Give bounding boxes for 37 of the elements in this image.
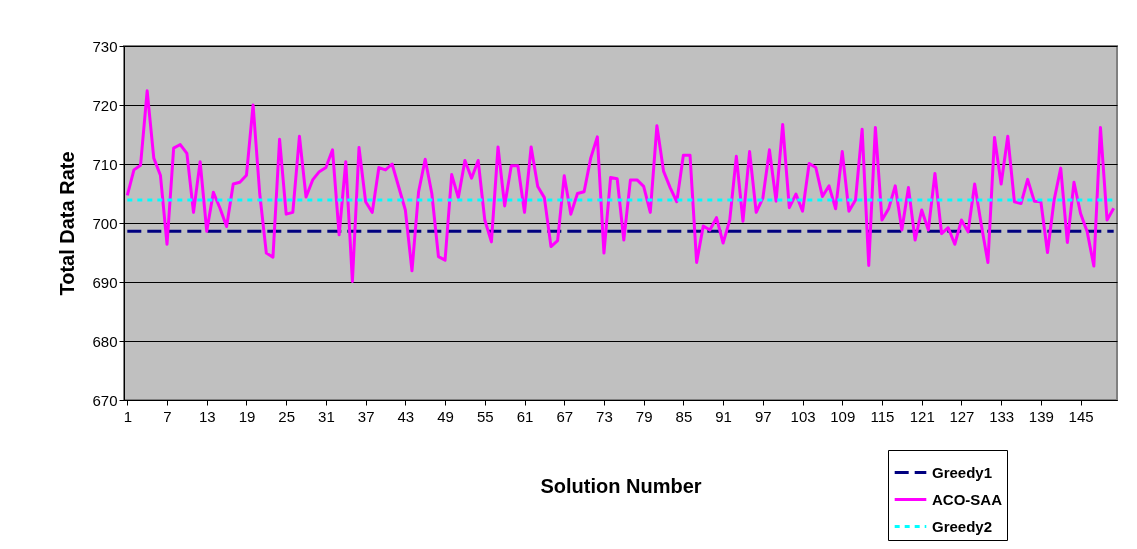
x-tick-label: 115: [870, 407, 895, 425]
y-tick-label: 690: [92, 273, 118, 291]
x-tick-label: 19: [238, 407, 256, 425]
y-tick-label: 670: [92, 391, 118, 409]
legend-label: Greedy2: [932, 517, 993, 535]
x-tick-label: 61: [516, 407, 534, 425]
y-tick-label: 680: [92, 332, 118, 350]
x-tick-label: 91: [715, 407, 732, 425]
x-tick-label: 133: [989, 407, 1015, 425]
x-tick-label: 145: [1068, 407, 1094, 425]
x-tick-label: 97: [754, 407, 772, 425]
legend-label: Greedy1: [932, 463, 993, 481]
x-tick-label: 139: [1028, 407, 1054, 425]
y-tick-label: 730: [92, 37, 118, 55]
x-tick-label: 43: [397, 407, 415, 425]
x-tick-label: 7: [163, 407, 172, 425]
x-tick-label: 79: [635, 407, 653, 425]
x-tick-label: 25: [278, 407, 296, 425]
x-tick-label: 1: [123, 407, 132, 425]
y-tick-label: 700: [92, 214, 118, 232]
x-tick-label: 73: [596, 407, 613, 425]
x-tick-label: 37: [357, 407, 375, 425]
x-tick-label: 13: [198, 407, 216, 425]
x-tick-label: 85: [675, 407, 693, 425]
x-tick-label: 103: [790, 407, 816, 425]
y-tick-label: 710: [92, 155, 118, 173]
x-tick-label: 49: [437, 407, 454, 425]
x-tick-label: 55: [476, 407, 494, 425]
x-tick-label: 31: [318, 407, 335, 425]
x-tick-label: 67: [556, 407, 574, 425]
x-tick-label: 127: [949, 407, 975, 425]
y-axis-title: Total Data Rate: [56, 151, 79, 296]
y-tick-label: 720: [92, 96, 118, 114]
x-tick-label: 109: [830, 407, 856, 425]
legend-label: ACO-SAA: [932, 490, 1003, 508]
x-tick-label: 121: [909, 407, 935, 425]
x-axis-title: Solution Number: [540, 474, 702, 497]
